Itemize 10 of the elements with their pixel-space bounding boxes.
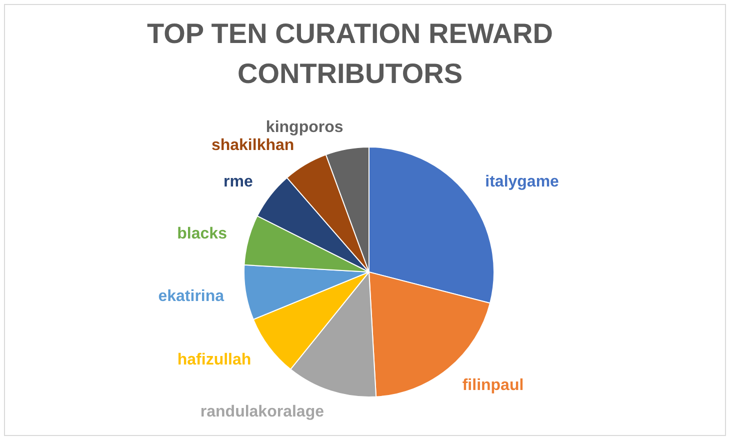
slice-label: randulakoralage xyxy=(200,403,324,420)
slice-label: rme xyxy=(223,173,253,190)
slice-label: kingporos xyxy=(266,118,344,136)
chart-title: TOP TEN CURATION REWARD CONTRIBUTORS xyxy=(146,17,554,91)
slice-label: hafizullah xyxy=(177,351,252,368)
slice-label: shakilkhan xyxy=(211,136,294,154)
slice-label: italygame xyxy=(485,173,560,190)
slice-label: filinpaul xyxy=(462,377,524,394)
slice-label: ekatirina xyxy=(158,288,224,305)
slice-label: blacks xyxy=(177,226,228,243)
